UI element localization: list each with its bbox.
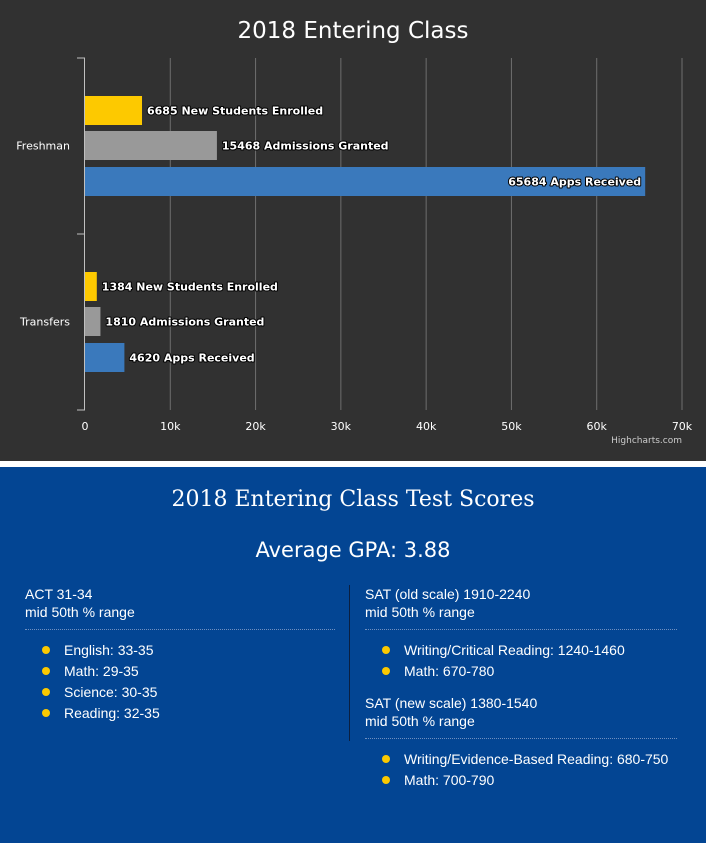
sat-old-math-score: Math: 670-780	[365, 662, 677, 680]
data-label-transfers-new-students-enrolled: 1384 New Students Enrolled	[102, 281, 278, 294]
bar-freshman-apps-received	[85, 167, 646, 196]
act-subheading: mid 50th % range	[25, 604, 135, 620]
section-divider	[0, 461, 706, 467]
x-tick-label-1: 10k	[160, 420, 181, 433]
entering-class-chart: 2018 Entering Class Freshman Transfers 6685…	[0, 0, 706, 461]
sat-new-math-score: Math: 700-790	[365, 771, 677, 789]
scores-title: 2018 Entering Class Test Scores	[171, 487, 535, 512]
x-tick-label-0: 0	[82, 420, 89, 433]
data-label-transfers-apps-received: 4620 Apps Received	[129, 352, 254, 365]
x-tick-label-3: 30k	[331, 420, 352, 433]
act-heading: ACT 31-34	[25, 586, 93, 602]
bar-transfers-admissions-granted	[85, 307, 101, 336]
chart-credits: Highcharts.com	[611, 436, 682, 446]
x-tick-label-7: 70k	[672, 420, 693, 433]
data-label-freshman-admissions-granted: 15468 Admissions Granted	[222, 140, 389, 153]
bar-freshman-new-students-enrolled	[85, 96, 143, 125]
act-score-list: English: 33-35 Math: 29-35 Science: 30-3…	[25, 641, 335, 722]
sat-new-rule	[365, 738, 677, 739]
data-label-freshman-apps-received: 65684 Apps Received	[508, 176, 641, 189]
sat-old-heading: SAT (old scale) 1910-2240	[365, 586, 531, 602]
sat-new-subheading: mid 50th % range	[365, 713, 475, 729]
sat-new-reading-score: Writing/Evidence-Based Reading: 680-750	[365, 750, 677, 768]
act-english-score: English: 33-35	[25, 641, 335, 659]
act-column: ACT 31-34 mid 50th % range English: 33-3…	[25, 585, 335, 725]
sat-new-heading: SAT (new scale) 1380-1540	[365, 695, 538, 711]
sat-old-score-list: Writing/Critical Reading: 1240-1460 Math…	[365, 641, 677, 680]
act-math-score: Math: 29-35	[25, 662, 335, 680]
act-rule	[25, 629, 335, 630]
x-tick-label-5: 50k	[501, 420, 522, 433]
act-reading-score: Reading: 32-35	[25, 704, 335, 722]
x-tick-label-2: 20k	[245, 420, 266, 433]
bar-transfers-apps-received	[85, 343, 125, 372]
sat-old-rule	[365, 629, 677, 630]
sat-old-subheading: mid 50th % range	[365, 604, 475, 620]
test-scores-panel: 2018 Entering Class Test Scores Average …	[0, 467, 706, 843]
category-label-transfers: Transfers	[19, 316, 70, 329]
sat-new-score-list: Writing/Evidence-Based Reading: 680-750 …	[365, 750, 677, 789]
data-label-transfers-admissions-granted: 1810 Admissions Granted	[105, 316, 264, 329]
bar-transfers-new-students-enrolled	[85, 272, 97, 301]
act-science-score: Science: 30-35	[25, 683, 335, 701]
x-tick-label-6: 60k	[587, 420, 608, 433]
category-label-freshman: Freshman	[16, 140, 70, 153]
sat-old-reading-score: Writing/Critical Reading: 1240-1460	[365, 641, 677, 659]
sat-column: SAT (old scale) 1910-2240 mid 50th % ran…	[365, 585, 677, 792]
data-label-freshman-new-students-enrolled: 6685 New Students Enrolled	[147, 105, 323, 118]
chart-title: 2018 Entering Class	[238, 18, 469, 44]
x-tick-label-4: 40k	[416, 420, 437, 433]
average-gpa: Average GPA: 3.88	[255, 538, 451, 562]
chart-svg: 2018 Entering Class Freshman Transfers 6685…	[16, 18, 693, 446]
bar-freshman-admissions-granted	[85, 131, 217, 160]
column-divider	[349, 585, 350, 741]
